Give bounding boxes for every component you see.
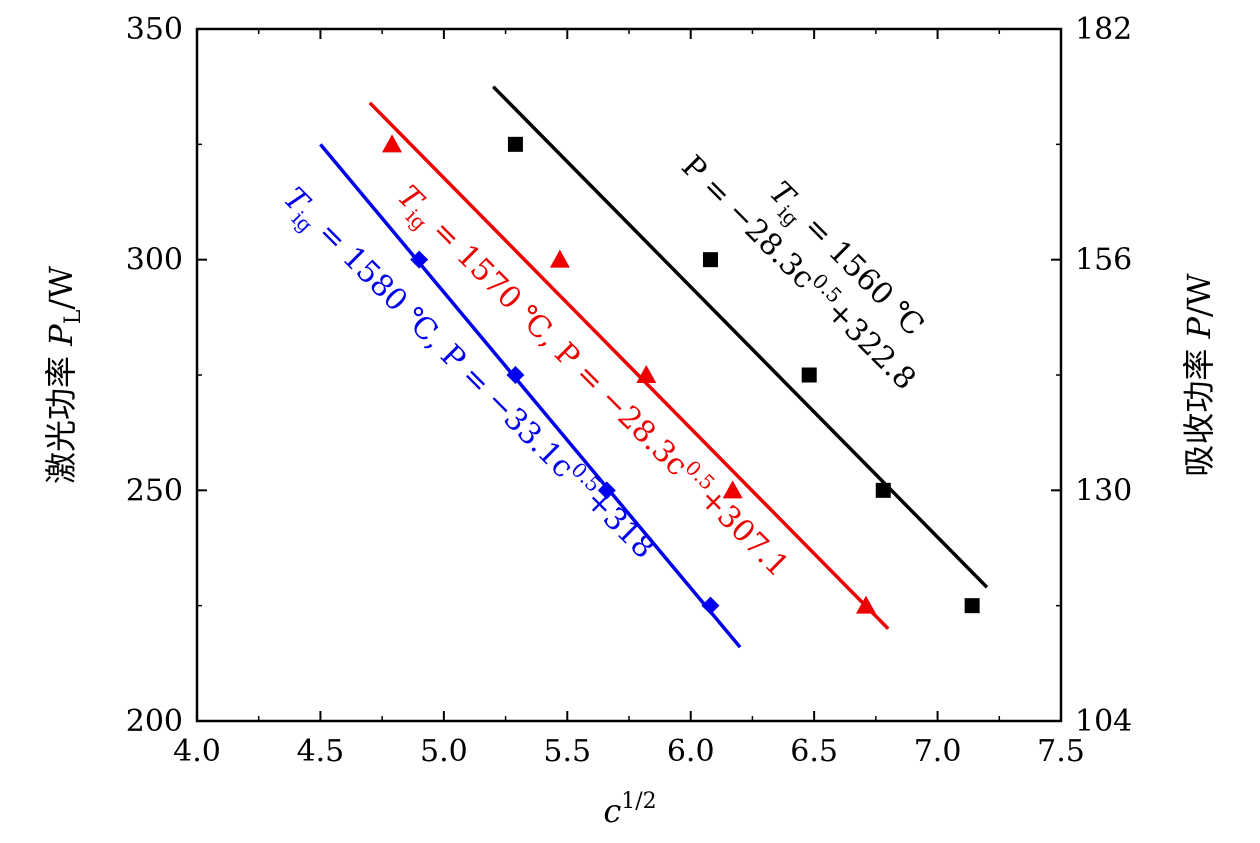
point-series-3 — [506, 366, 525, 384]
point-series-1 — [964, 598, 980, 614]
svg-text:激光功率 PL/W: 激光功率 PL/W — [42, 266, 86, 484]
point-series-2 — [549, 249, 570, 268]
x-tick-label: 7.5 — [1037, 734, 1085, 769]
x-tick-label: 6.5 — [790, 734, 838, 769]
point-series-3 — [410, 250, 429, 269]
y-tick-label: 200 — [126, 704, 183, 739]
point-series-3 — [701, 596, 720, 615]
point-series-2 — [722, 480, 743, 499]
point-series-2 — [855, 595, 876, 614]
svg-text:吸收功率 P/W: 吸收功率 P/W — [1180, 273, 1218, 477]
annotation-1570: Tig = 1570 ℃, P = −28.3c0.5+307.1 — [387, 176, 798, 587]
y-tick-label: 250 — [126, 473, 183, 508]
svg-text:Tig = 1570 ℃, P = −28.3c0.5+30: Tig = 1570 ℃, P = −28.3c0.5+307.1 — [387, 176, 798, 587]
y2-tick-label: 104 — [1075, 704, 1132, 739]
annotation-1560-equation: P = −28.3c0.5+322.8 — [674, 146, 925, 397]
y2-tick-label: 156 — [1075, 243, 1132, 278]
plot-frame — [195, 27, 1063, 723]
fit-lines — [319, 85, 989, 649]
fit-line-series-1 — [491, 85, 989, 589]
x-tick-label: 7.0 — [914, 734, 962, 769]
data-points — [382, 134, 980, 615]
y2-tick-label: 130 — [1075, 473, 1132, 508]
y2-tick-label: 182 — [1075, 12, 1132, 47]
y2-axis-title: 吸收功率 P/W — [1180, 273, 1218, 477]
point-series-2 — [382, 134, 403, 153]
point-series-2 — [636, 365, 657, 383]
x-axis-title: c1/2 — [603, 789, 656, 830]
y-tick-label: 350 — [126, 12, 183, 47]
point-series-1 — [801, 367, 817, 383]
x-tick-label: 4.5 — [297, 734, 345, 769]
fit-line-series-3 — [319, 143, 742, 649]
svg-text:P = −28.3c0.5+322.8: P = −28.3c0.5+322.8 — [674, 146, 925, 397]
ticks: 4.0 4.5 5.0 5.5 6.0 6.5 7.0 7.5 200 250 300 350 104 1… — [126, 12, 1133, 769]
y-tick-label: 300 — [126, 243, 183, 278]
x-tick-label: 4.0 — [173, 734, 221, 769]
fit-line-series-2 — [368, 101, 890, 630]
y-axis-title: 激光功率 PL/W — [42, 266, 86, 484]
point-series-1 — [875, 482, 891, 498]
x-tick-label: 5.5 — [543, 734, 591, 769]
x-tick-label: 5.0 — [420, 734, 468, 769]
point-series-1 — [702, 252, 718, 268]
point-series-1 — [507, 136, 523, 152]
x-tick-label: 6.0 — [667, 734, 715, 769]
point-series-3 — [597, 481, 616, 500]
